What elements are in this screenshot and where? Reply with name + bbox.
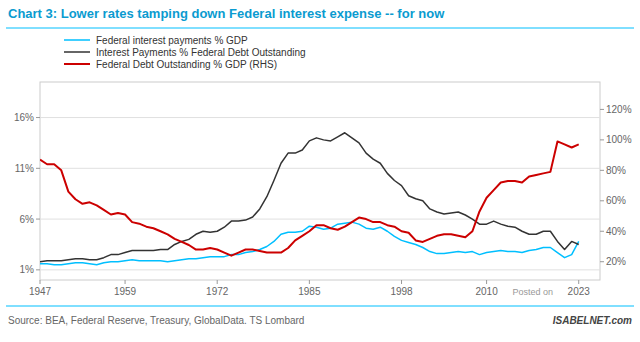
x-tick bbox=[217, 280, 218, 284]
y2-tick-label: 40% bbox=[606, 226, 626, 237]
y-tick bbox=[36, 269, 40, 270]
y2-tick bbox=[600, 231, 604, 232]
x-tick bbox=[486, 280, 487, 284]
x-tick-label: 2010 bbox=[475, 286, 498, 297]
y-tick bbox=[36, 117, 40, 118]
series-line bbox=[40, 222, 579, 265]
series-line bbox=[40, 141, 579, 255]
annotation: Posted on bbox=[512, 287, 553, 297]
series-line bbox=[40, 133, 579, 262]
y2-tick bbox=[600, 109, 604, 110]
legend: Federal interest payments % GDPInterest … bbox=[64, 35, 306, 70]
legend-swatch bbox=[64, 51, 90, 53]
plot-frame bbox=[40, 82, 600, 280]
x-tick-label: 1972 bbox=[206, 286, 229, 297]
y-tick-label: 6% bbox=[20, 214, 35, 225]
series-group bbox=[40, 133, 579, 265]
x-tick-label: 2023 bbox=[568, 286, 591, 297]
separator bbox=[6, 306, 634, 307]
y2-tick bbox=[600, 139, 604, 140]
x-tick-label: 1985 bbox=[298, 286, 321, 297]
x-tick bbox=[125, 280, 126, 284]
x-tick bbox=[40, 280, 41, 284]
y2-tick-label: 120% bbox=[606, 104, 632, 115]
x-tick-label: 1998 bbox=[390, 286, 413, 297]
legend-swatch bbox=[64, 39, 90, 41]
y-tick bbox=[36, 219, 40, 220]
title: Chart 3: Lower rates tamping down Federa… bbox=[8, 6, 445, 21]
legend-label: Federal interest payments % GDP bbox=[96, 35, 248, 46]
legend-label: Federal Debt Outstanding % GDP (RHS) bbox=[96, 59, 277, 70]
x-tick bbox=[401, 280, 402, 284]
y-tick-label: 1% bbox=[20, 264, 35, 275]
y2-tick-label: 20% bbox=[606, 256, 626, 267]
y2-tick bbox=[600, 170, 604, 171]
x-tick bbox=[309, 280, 310, 284]
grid-line bbox=[40, 168, 600, 169]
x-tick-label: 1959 bbox=[114, 286, 137, 297]
separator bbox=[6, 28, 634, 29]
y-tick-label: 16% bbox=[14, 112, 34, 123]
chart: Chart 3: Lower rates tamping down Federa… bbox=[0, 0, 640, 342]
source: Source: BEA, Federal Reserve, Treasury, … bbox=[8, 315, 304, 326]
y-tick bbox=[36, 168, 40, 169]
legend-swatch bbox=[64, 63, 90, 65]
y2-tick-label: 100% bbox=[606, 134, 632, 145]
grid-line bbox=[40, 117, 600, 118]
y2-tick-label: 60% bbox=[606, 195, 626, 206]
y-tick-label: 11% bbox=[15, 163, 34, 174]
y2-tick bbox=[600, 200, 604, 201]
x-tick-label: 1947 bbox=[29, 286, 52, 297]
grid-line bbox=[40, 269, 600, 270]
watermark: ISABELNET.com bbox=[553, 315, 632, 326]
x-tick bbox=[578, 280, 579, 284]
grid-line bbox=[40, 219, 600, 220]
y2-tick-label: 80% bbox=[606, 165, 626, 176]
legend-label: Interest Payments % Federal Debt Outstan… bbox=[96, 47, 306, 58]
y2-tick bbox=[600, 261, 604, 262]
